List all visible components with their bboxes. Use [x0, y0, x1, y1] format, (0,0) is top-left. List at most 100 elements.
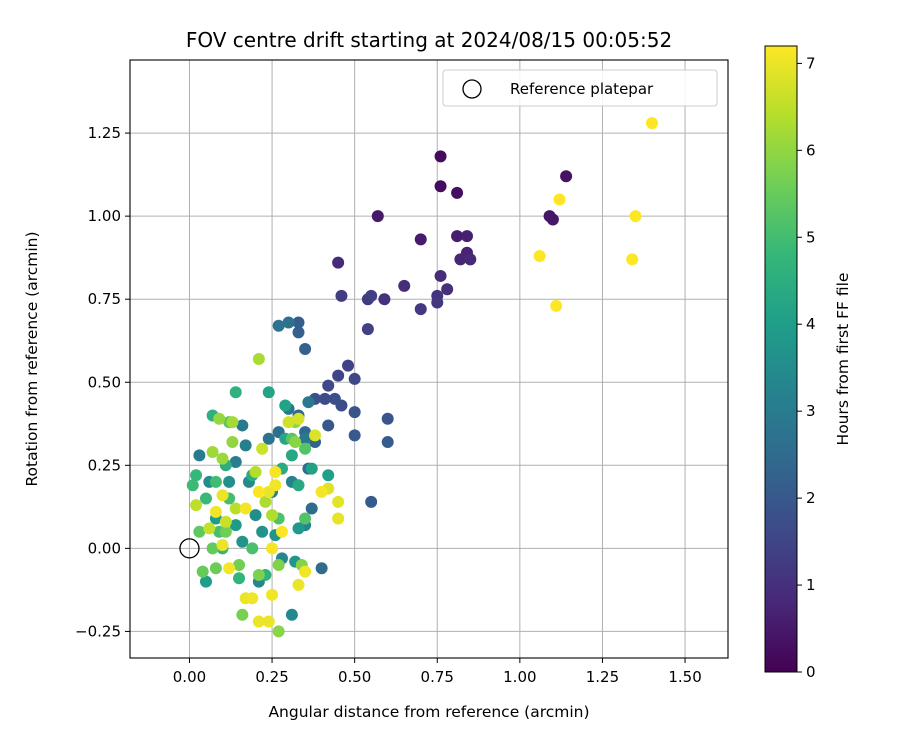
grid-lines [130, 60, 728, 658]
data-point [299, 565, 312, 578]
colorbar-tick-label: 4 [806, 315, 816, 333]
data-point [233, 572, 246, 585]
data-point [246, 542, 259, 555]
data-point [454, 253, 467, 266]
data-point [262, 615, 275, 628]
data-point [252, 353, 265, 365]
data-point [464, 253, 477, 266]
data-point [266, 542, 279, 555]
data-point [289, 436, 302, 449]
data-point [223, 562, 236, 575]
data-point [282, 416, 295, 429]
y-tick-label: 1.25 [88, 124, 121, 142]
data-point [292, 578, 305, 591]
colorbar-tick-label: 2 [806, 489, 816, 507]
data-point [315, 562, 328, 575]
data-point [256, 442, 269, 455]
data-point [342, 359, 355, 372]
data-point [348, 372, 361, 385]
plot-frame [129, 59, 729, 659]
data-point [292, 522, 305, 535]
data-point [272, 558, 285, 571]
data-point [305, 502, 318, 515]
data-point [229, 386, 242, 399]
data-point [299, 343, 312, 356]
data-point [546, 213, 559, 226]
data-point [216, 452, 229, 465]
chart-title: FOV centre drift starting at 2024/08/15 … [186, 28, 672, 52]
data-point [269, 479, 282, 492]
data-point [190, 469, 203, 482]
reference-platepar-marker [179, 538, 200, 559]
data-point [193, 525, 206, 538]
reference-marker [179, 538, 200, 559]
colorbar [764, 45, 798, 673]
y-tick-label: −0.25 [75, 622, 121, 640]
data-point [272, 319, 285, 332]
data-point [226, 416, 239, 429]
data-point [266, 588, 279, 601]
data-point [223, 475, 236, 488]
data-point [229, 519, 242, 532]
data-point [299, 442, 312, 455]
data-point [275, 525, 288, 538]
data-point [348, 406, 361, 419]
data-point [229, 455, 242, 468]
data-point [216, 489, 229, 502]
data-point [328, 392, 341, 405]
data-point [239, 439, 252, 452]
data-point [266, 509, 279, 522]
data-point [252, 485, 265, 498]
data-point [550, 299, 563, 312]
data-point [259, 495, 272, 508]
data-point [279, 399, 292, 412]
data-point [629, 210, 642, 223]
data-point [414, 303, 427, 316]
data-point [553, 193, 566, 206]
data-point [365, 495, 378, 508]
data-point [292, 326, 305, 339]
data-point [236, 535, 249, 548]
data-point [269, 465, 282, 478]
y-axis-label: Rotation from reference (arcmin) [23, 231, 41, 486]
data-point [219, 515, 232, 528]
data-point [256, 525, 269, 538]
data-point [451, 230, 464, 243]
data-point [332, 369, 345, 382]
data-point [213, 412, 226, 425]
data-point [441, 283, 454, 296]
data-point [361, 323, 374, 336]
data-point [226, 436, 239, 449]
data-point [190, 499, 203, 512]
data-point [322, 379, 335, 392]
data-point [646, 117, 659, 130]
legend-box [442, 69, 718, 107]
data-point [371, 210, 384, 223]
x-axis-ticks: 0.00 0.25 0.50 0.75 1.00 1.25 1.50 [173, 658, 702, 686]
data-point [199, 575, 212, 588]
data-point [209, 475, 222, 488]
y-tick-label: 0.00 [88, 539, 121, 557]
data-point [318, 392, 331, 405]
data-point [335, 289, 348, 302]
x-tick-label: 1.00 [503, 668, 536, 686]
data-point [460, 230, 473, 243]
colorbar-tick-label: 1 [806, 576, 816, 594]
data-point [233, 558, 246, 571]
y-axis-ticks: −0.25 0.00 0.25 0.50 0.75 1.00 1.25 [75, 124, 130, 640]
data-point [431, 296, 444, 309]
data-point [299, 512, 312, 525]
data-point [332, 495, 345, 508]
y-tick-label: 1.00 [88, 207, 121, 225]
data-point [292, 479, 305, 492]
data-point [216, 539, 229, 552]
data-point [272, 625, 285, 638]
data-point [299, 432, 312, 445]
data-point [434, 269, 447, 282]
data-point [378, 293, 391, 306]
legend-marker-icon [462, 79, 482, 99]
data-point [398, 279, 411, 292]
data-point [365, 289, 378, 302]
data-point [262, 432, 275, 445]
data-point [332, 512, 345, 525]
